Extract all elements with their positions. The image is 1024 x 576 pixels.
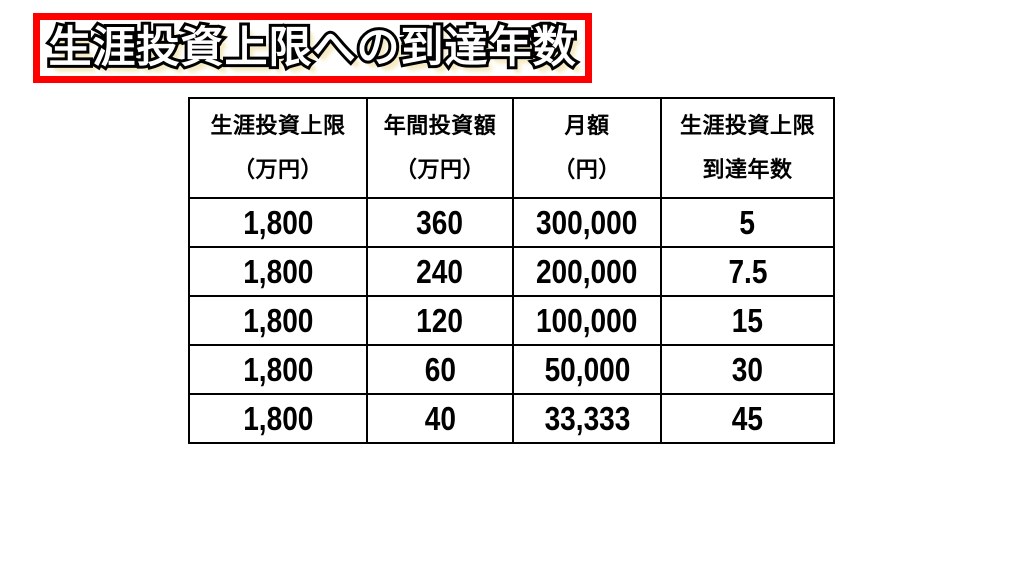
- header-line2: （万円）: [394, 157, 485, 182]
- cell-value: 1,800: [242, 400, 314, 437]
- cell-value: 1,800: [242, 204, 314, 241]
- cell-monthly-amount: 100,000: [512, 295, 662, 346]
- cell-value: 50,000: [544, 351, 630, 388]
- header-cell-years-to-reach: 生涯投資上限 到達年数: [660, 97, 835, 199]
- cell-value: 1,800: [242, 302, 314, 339]
- table-body: 1,800 360 300,000 5 1,800 240 200,000 7.…: [188, 197, 835, 444]
- cell-value: 240: [416, 253, 464, 290]
- cell-value: 1,800: [242, 351, 314, 388]
- header-cell-monthly-amount: 月額 （円）: [512, 97, 662, 199]
- cell-lifetime-limit: 1,800: [188, 246, 368, 297]
- cell-annual-amount: 240: [366, 246, 514, 297]
- cell-annual-amount: 40: [366, 393, 514, 444]
- cell-years: 15: [660, 295, 835, 346]
- cell-lifetime-limit: 1,800: [188, 344, 368, 395]
- cell-lifetime-limit: 1,800: [188, 393, 368, 444]
- cell-value: 40: [424, 400, 456, 437]
- cell-monthly-amount: 33,333: [512, 393, 662, 444]
- header-cell-inner: 生涯投資上限 到達年数: [662, 99, 833, 197]
- table-row: 1,800 360 300,000 5: [188, 197, 835, 248]
- cell-value: 33,333: [544, 400, 630, 437]
- cell-annual-amount: 120: [366, 295, 514, 346]
- cell-monthly-amount: 50,000: [512, 344, 662, 395]
- cell-value: 45: [731, 400, 764, 437]
- cell-value: 360: [416, 204, 464, 241]
- header-cell-inner: 月額 （円）: [514, 99, 660, 197]
- header-cell-annual-amount: 年間投資額 （万円）: [366, 97, 514, 199]
- cell-lifetime-limit: 1,800: [188, 197, 368, 248]
- cell-value: 200,000: [536, 253, 638, 290]
- cell-years: 30: [660, 344, 835, 395]
- cell-value: 7.5: [728, 253, 767, 290]
- cell-lifetime-limit: 1,800: [188, 295, 368, 346]
- cell-value: 300,000: [536, 204, 638, 241]
- cell-value: 60: [424, 351, 456, 388]
- header-line1: 年間投資額: [383, 113, 497, 138]
- cell-annual-amount: 360: [366, 197, 514, 248]
- table-row: 1,800 60 50,000 30: [188, 344, 835, 395]
- investment-table: 生涯投資上限 （万円） 年間投資額 （万円） 月額 （円） 生涯投資上限: [188, 97, 835, 444]
- header-cell-inner: 生涯投資上限 （万円）: [190, 99, 366, 197]
- header-line1: 生涯投資上限: [679, 113, 815, 138]
- cell-value: 15: [731, 302, 764, 339]
- header-line2: 到達年数: [702, 157, 793, 182]
- cell-value: 5: [739, 204, 756, 241]
- cell-annual-amount: 60: [366, 344, 514, 395]
- cell-years: 45: [660, 393, 835, 444]
- page-title-outline: 生涯投資上限への到達年数: [46, 23, 579, 72]
- cell-monthly-amount: 300,000: [512, 197, 662, 248]
- cell-value: 100,000: [536, 302, 638, 339]
- title-box: 生涯投資上限への到達年数 生涯投資上限への到達年数: [33, 13, 592, 83]
- header-line2: （万円）: [232, 157, 323, 182]
- header-line1: 生涯投資上限: [210, 113, 346, 138]
- page-title: 生涯投資上限への到達年数 生涯投資上限への到達年数: [46, 23, 579, 72]
- header-line2: （円）: [553, 157, 621, 182]
- cell-value: 30: [731, 351, 764, 388]
- table-header: 生涯投資上限 （万円） 年間投資額 （万円） 月額 （円） 生涯投資上限: [188, 97, 835, 199]
- header-line1: 月額: [564, 113, 610, 138]
- table-row: 1,800 40 33,333 45: [188, 393, 835, 444]
- cell-value: 1,800: [242, 253, 314, 290]
- table-row: 1,800 120 100,000 15: [188, 295, 835, 346]
- header-cell-lifetime-limit: 生涯投資上限 （万円）: [188, 97, 368, 199]
- page-title-fill: 生涯投資上限への到達年数: [48, 23, 577, 72]
- cell-monthly-amount: 200,000: [512, 246, 662, 297]
- table-header-row: 生涯投資上限 （万円） 年間投資額 （万円） 月額 （円） 生涯投資上限: [188, 97, 835, 199]
- table-row: 1,800 240 200,000 7.5: [188, 246, 835, 297]
- cell-value: 120: [416, 302, 464, 339]
- cell-years: 5: [660, 197, 835, 248]
- cell-years: 7.5: [660, 246, 835, 297]
- header-cell-inner: 年間投資額 （万円）: [368, 99, 512, 197]
